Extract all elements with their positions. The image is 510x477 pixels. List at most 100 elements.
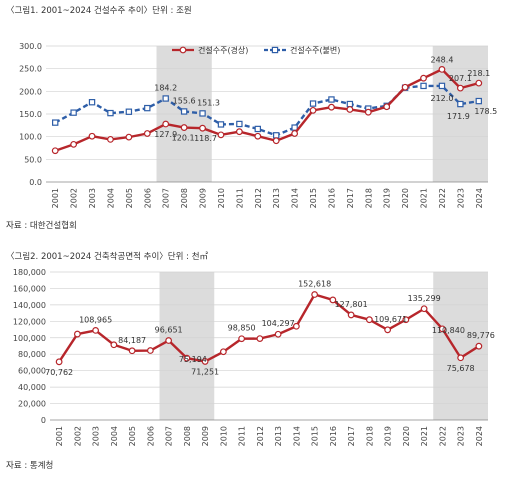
data-point [183, 354, 191, 362]
data-point [235, 128, 243, 136]
x-tick-label: 2012 [256, 426, 265, 446]
shaded-period [159, 272, 215, 420]
data-point [217, 121, 225, 128]
data-point [51, 147, 59, 155]
x-tick-label: 2019 [383, 188, 392, 208]
x-tick-label: 2021 [420, 188, 429, 208]
data-point [402, 316, 410, 324]
data-point [438, 325, 446, 333]
x-tick-label: 2007 [165, 426, 174, 446]
data-label: 108,965 [79, 315, 112, 324]
data-label: 207.1 [449, 74, 472, 83]
data-point [165, 337, 173, 344]
data-point [475, 97, 482, 105]
x-tick-label: 2013 [274, 426, 283, 446]
data-point [146, 347, 154, 354]
data-point [274, 330, 282, 338]
data-point [199, 124, 206, 132]
data-point [254, 125, 261, 133]
data-point [291, 130, 299, 137]
data-point [254, 132, 262, 140]
data-point [236, 120, 243, 128]
x-tick-label: 2014 [291, 188, 300, 208]
data-point [272, 137, 280, 145]
x-tick-label: 2003 [88, 188, 97, 208]
chart2-source: 자료 : 통계청 [6, 461, 54, 471]
y-tick-label: 40,000 [18, 383, 46, 392]
x-tick-label: 2001 [51, 188, 60, 208]
x-tick-label: 2020 [402, 426, 411, 446]
data-point [256, 335, 264, 343]
data-point [70, 109, 77, 116]
x-tick-label: 2009 [199, 188, 208, 208]
legend-marker [179, 46, 187, 54]
x-tick-label: 2009 [201, 426, 210, 446]
y-tick-label: 100.0 [19, 133, 42, 142]
x-tick-label: 2011 [238, 426, 247, 446]
data-label: 89,776 [467, 331, 495, 340]
data-point [401, 83, 409, 91]
data-point [107, 109, 114, 117]
y-tick-label: 20,000 [18, 400, 46, 409]
data-point [125, 108, 133, 115]
data-label: 96,651 [155, 326, 183, 335]
data-label: 118.7 [194, 134, 217, 143]
x-tick-label: 2018 [364, 188, 373, 208]
data-point [364, 108, 372, 116]
data-point [328, 103, 335, 111]
x-tick-label: 2022 [438, 426, 447, 446]
data-label: 120.1 [172, 134, 195, 143]
data-point [162, 95, 169, 102]
y-tick-label: 0 [41, 416, 46, 425]
x-tick-label: 2001 [55, 426, 64, 446]
data-label: 71,251 [191, 367, 219, 376]
data-point [292, 322, 300, 330]
data-point [110, 341, 118, 349]
data-point [457, 100, 464, 108]
x-tick-label: 2002 [70, 188, 79, 208]
data-point [92, 327, 100, 334]
data-point [475, 342, 483, 350]
data-point [309, 106, 317, 114]
legend-label: 건설수주(불변) [290, 45, 340, 55]
x-tick-label: 2016 [329, 426, 338, 446]
y-tick-label: 180,000 [13, 268, 46, 277]
data-label: 152,618 [298, 280, 331, 289]
data-point [217, 131, 225, 139]
data-point [420, 82, 427, 90]
legend-marker [271, 46, 279, 54]
data-point [125, 133, 133, 141]
data-label: 104,297 [262, 319, 295, 328]
x-tick-label: 2017 [347, 426, 356, 446]
y-tick-label: 0.0 [29, 178, 42, 187]
data-point [457, 354, 465, 362]
x-tick-label: 2002 [73, 426, 82, 446]
data-point [144, 104, 151, 112]
data-point [107, 135, 114, 143]
x-tick-label: 2006 [143, 188, 152, 208]
x-tick-label: 2017 [346, 188, 355, 208]
data-point [438, 82, 446, 90]
y-tick-label: 150.0 [19, 110, 42, 119]
chart2-title: 〈그림2. 2001~2024 건축착공면적 추이〉단위 : 천㎡ [6, 252, 209, 262]
x-tick-label: 2014 [292, 426, 301, 446]
data-point [238, 335, 246, 343]
data-point [219, 348, 227, 356]
x-tick-label: 2008 [180, 188, 189, 208]
data-label: 155.6 [173, 96, 196, 105]
x-tick-label: 2022 [438, 188, 447, 208]
x-tick-label: 2011 [235, 188, 244, 208]
x-tick-label: 2018 [365, 426, 374, 446]
data-label: 98,850 [228, 324, 256, 333]
y-tick-label: 140,000 [13, 301, 46, 310]
y-tick-label: 100,000 [13, 334, 46, 343]
data-label: 109,671 [374, 315, 407, 324]
x-tick-label: 2005 [125, 188, 134, 208]
x-tick-label: 2023 [456, 188, 465, 208]
data-point [180, 108, 188, 115]
data-point [383, 103, 391, 111]
x-tick-label: 2006 [146, 426, 155, 446]
y-tick-label: 80,000 [18, 350, 46, 359]
data-label: 127.9 [154, 130, 177, 139]
x-tick-label: 2013 [272, 188, 281, 208]
